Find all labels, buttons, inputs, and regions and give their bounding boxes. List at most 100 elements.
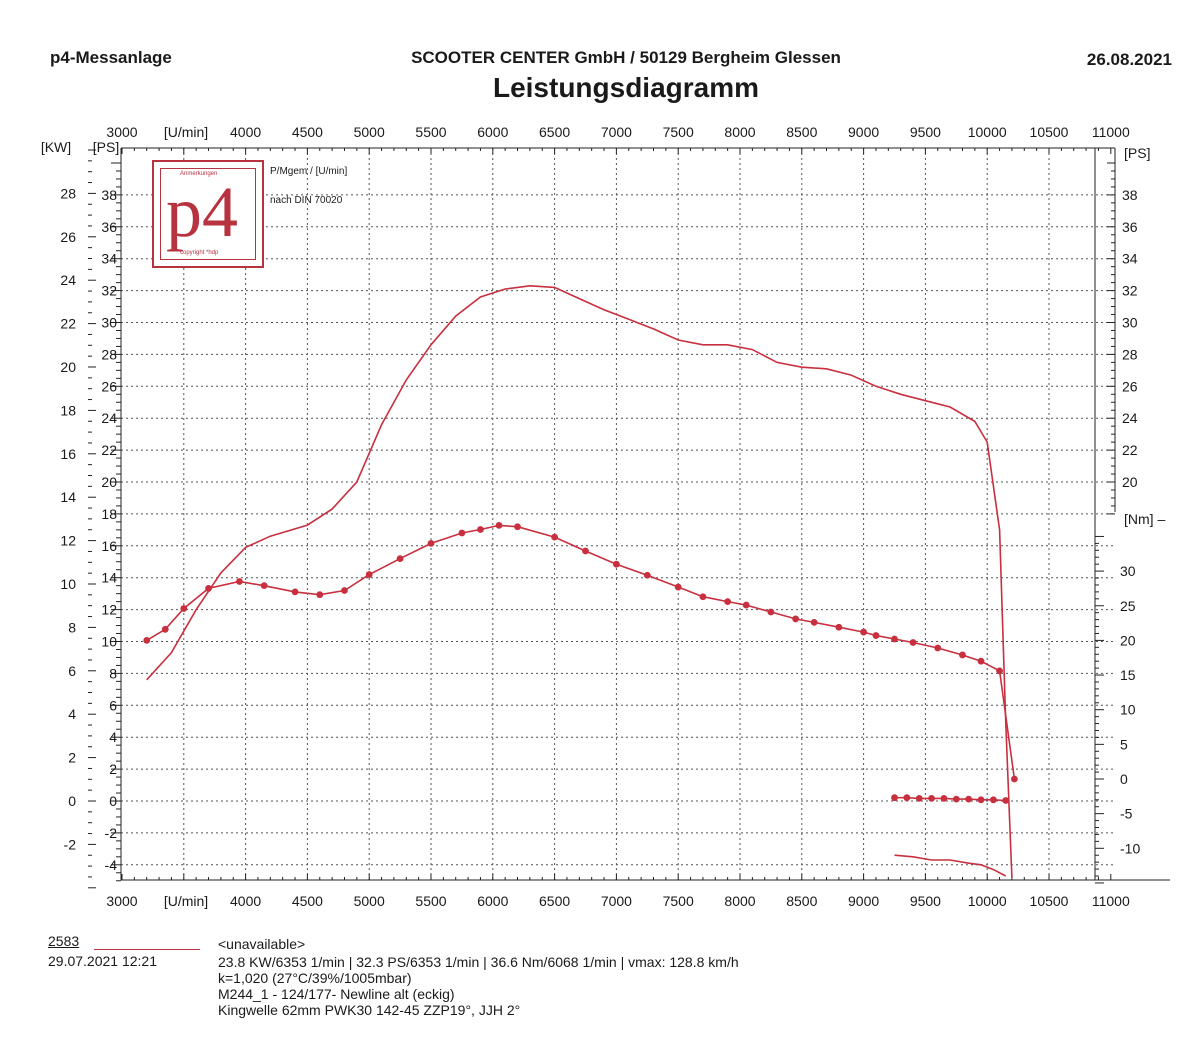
ps-tick-label-right: 24 xyxy=(1122,410,1138,426)
ps-tick-label-right: 20 xyxy=(1122,474,1138,490)
x-tick-label-top: 7500 xyxy=(663,124,694,140)
x-tick-label-bottom: 4000 xyxy=(230,893,261,909)
torque-point xyxy=(458,529,466,537)
torque-point xyxy=(934,644,942,652)
x-tick-label-top: 5500 xyxy=(415,124,446,140)
x-tick-label-top: 7000 xyxy=(601,124,632,140)
torque-point xyxy=(180,605,188,612)
x-tick-label-top: 6500 xyxy=(539,124,570,140)
ps-tick-label-left: 34 xyxy=(101,251,117,267)
torque-point xyxy=(724,598,732,605)
torque-point xyxy=(872,632,880,639)
ps-tick-label-left: 32 xyxy=(101,283,117,299)
page-title: Leistungsdiagramm xyxy=(492,72,760,103)
p4-logo: Anmerkungen p4 copyright *hdp xyxy=(152,160,264,268)
kw-tick-label: 8 xyxy=(68,619,76,635)
torque-point xyxy=(767,608,775,616)
ps-tick-label-left: 36 xyxy=(101,219,117,235)
power-chart: 3000300040004000450045005000500055005500… xyxy=(41,124,1170,909)
nm-tick-label: -5 xyxy=(1120,806,1133,822)
ps-tick-label-right: 28 xyxy=(1122,346,1138,362)
torque-curve-1 xyxy=(146,524,1016,780)
torque-point xyxy=(965,795,973,803)
torque-point xyxy=(860,628,867,636)
ps-tick-label-left: 12 xyxy=(101,602,117,618)
torque-point xyxy=(514,523,521,531)
torque-point xyxy=(989,796,997,804)
kw-tick-label: 12 xyxy=(60,533,76,549)
kw-tick-label: -2 xyxy=(64,836,77,852)
torque-point xyxy=(396,555,404,563)
x-axis-label-top: [U/min] xyxy=(164,124,208,140)
kw-tick-label: 22 xyxy=(60,316,76,332)
torque-point xyxy=(341,587,348,594)
x-tick-label-top: 8000 xyxy=(724,124,755,140)
ps-tick-label-left: 28 xyxy=(101,346,117,362)
chart-ticks xyxy=(88,148,1115,889)
nm-tick-label: 0 xyxy=(1120,771,1128,787)
x-tick-label-top: 4500 xyxy=(292,124,323,140)
torque-point xyxy=(940,795,948,802)
ps-axis-label-right: [PS] xyxy=(1124,145,1150,161)
x-tick-label-bottom: 7500 xyxy=(663,893,694,909)
ps-tick-label-right: 32 xyxy=(1122,283,1138,299)
nm-tick-label: 20 xyxy=(1120,632,1136,648)
nm-tick-label: 30 xyxy=(1120,563,1136,579)
ps-tick-label-left: 20 xyxy=(101,474,117,490)
torque-point xyxy=(316,591,324,599)
kw-tick-label: 16 xyxy=(60,446,76,462)
x-tick-label-bottom: 9000 xyxy=(848,893,879,909)
x-tick-label-top: 9000 xyxy=(848,124,879,140)
torque-point xyxy=(551,533,558,541)
x-tick-label-top: 5000 xyxy=(354,124,385,140)
torque-point xyxy=(952,795,960,803)
x-tick-label-top: 8500 xyxy=(786,124,817,140)
ps-tick-label-right: 38 xyxy=(1122,187,1138,203)
chart-tick-labels: 3000300040004000450045005000500055005500… xyxy=(41,124,1166,909)
x-tick-label-top: 4000 xyxy=(230,124,261,140)
ps-tick-label-left: 26 xyxy=(101,378,117,394)
ps-tick-label-left: 6 xyxy=(109,697,117,713)
kw-axis-label: [KW] xyxy=(41,139,71,155)
x-tick-label-bottom: 11000 xyxy=(1092,893,1130,909)
torque-point xyxy=(291,588,299,596)
torque-point xyxy=(236,578,243,585)
ps-tick-label-left: 22 xyxy=(101,442,117,458)
nm-axis-label: [Nm] – xyxy=(1124,511,1165,527)
ps-tick-label-left: 16 xyxy=(101,538,117,554)
kw-tick-label: 4 xyxy=(68,706,76,722)
run-conditions: k=1,020 (27°C/39%/1005mbar) xyxy=(218,970,412,986)
x-tick-label-bottom: 5500 xyxy=(415,893,446,909)
torque-point xyxy=(928,795,935,802)
torque-point xyxy=(643,571,651,579)
kw-tick-label: 24 xyxy=(60,272,76,288)
x-tick-label-bottom: 3000 xyxy=(106,893,137,909)
x-tick-label-bottom: 6000 xyxy=(477,893,508,909)
chart-note-din: nach DIN 70020 xyxy=(270,195,343,206)
torque-point xyxy=(365,571,373,578)
ps-tick-label-left: -2 xyxy=(105,825,118,841)
logo-bottom-text: copyright *hdp xyxy=(180,250,219,256)
ps-tick-label-left: 2 xyxy=(109,761,117,777)
x-tick-label-bottom: 8500 xyxy=(786,893,817,909)
x-tick-label-top: 3000 xyxy=(106,124,137,140)
torque-point xyxy=(792,615,800,623)
run-id: 2583 xyxy=(48,933,80,949)
chart-curves xyxy=(143,284,1018,878)
run-divider xyxy=(94,949,200,950)
x-tick-label-bottom: 10500 xyxy=(1030,893,1069,909)
x-tick-label-top: 11000 xyxy=(1092,124,1130,140)
torque-point xyxy=(495,521,503,529)
run-engine: Kingwelle 62mm PWK30 142-45 ZZP19°, JJH … xyxy=(218,1002,521,1018)
ps-tick-label-right: 22 xyxy=(1122,442,1138,458)
ps-tick-label-left: 18 xyxy=(101,506,117,522)
x-tick-label-bottom: 9500 xyxy=(910,893,941,909)
torque-point xyxy=(477,526,484,533)
kw-tick-label: 2 xyxy=(68,750,76,766)
ps-tick-label-left: 30 xyxy=(101,315,117,331)
kw-tick-label: 0 xyxy=(68,793,76,809)
power-curve-0 xyxy=(146,284,1013,878)
torque-point xyxy=(613,560,620,568)
torque-point xyxy=(909,639,917,646)
run-summary: 23.8 KW/6353 1/min | 32.3 PS/6353 1/min … xyxy=(218,954,739,970)
